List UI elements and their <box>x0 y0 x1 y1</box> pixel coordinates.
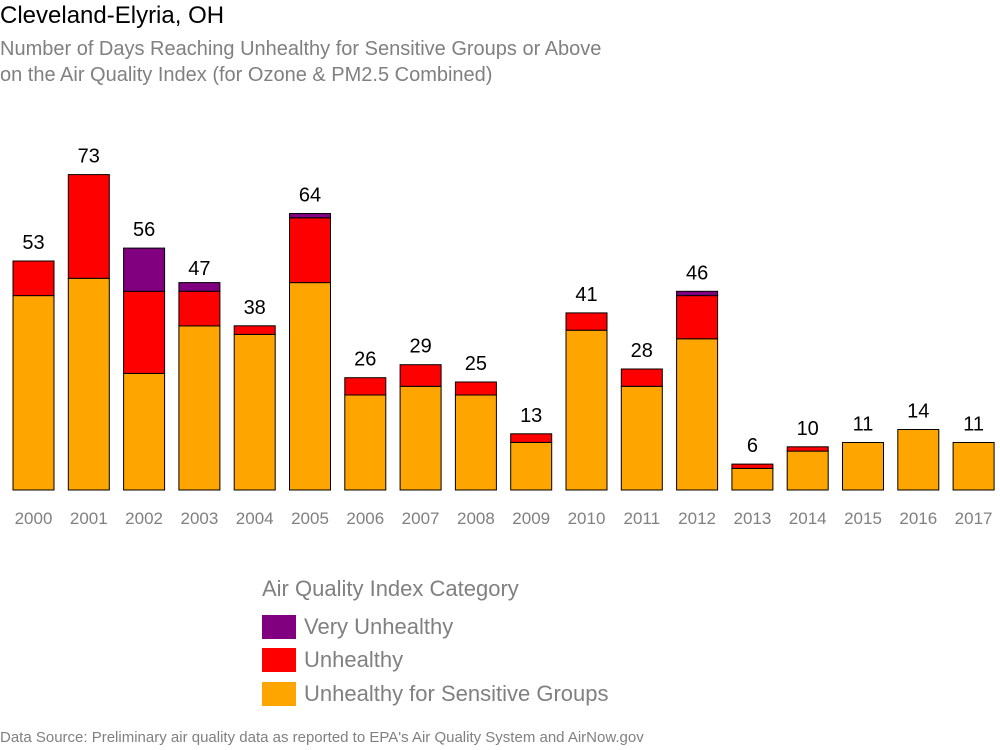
x-tick-label-2002: 2002 <box>125 509 163 528</box>
x-tick-label-2001: 2001 <box>70 509 108 528</box>
x-tick-label-2009: 2009 <box>512 509 550 528</box>
bar-2011-unhealthy-for-sensitive-groups <box>620 385 663 491</box>
data-label-2011: 28 <box>631 340 653 362</box>
legend-item-very-unhealthy: Very Unhealthy <box>262 614 453 640</box>
data-label-2010: 41 <box>575 284 597 306</box>
data-label-2016: 14 <box>907 401 929 423</box>
bar-2004-unhealthy <box>233 325 276 335</box>
chart-subtitle: Number of Days Reaching Unhealthy for Se… <box>0 36 601 88</box>
data-label-2002: 56 <box>133 219 155 241</box>
x-tick-label-2010: 2010 <box>568 509 606 528</box>
bar-2006-unhealthy-for-sensitive-groups <box>344 394 387 491</box>
data-label-2017: 11 <box>963 414 984 436</box>
bar-2008-unhealthy <box>454 381 497 396</box>
legend-title: Air Quality Index Category <box>262 576 519 601</box>
x-tick-label-2015: 2015 <box>844 509 882 528</box>
bar-2009-unhealthy <box>510 433 553 443</box>
legend-swatch-very-unhealthy <box>262 615 296 639</box>
x-tick-label-2006: 2006 <box>346 509 384 528</box>
x-tick-label-2000: 2000 <box>15 509 53 528</box>
bar-2012-very-unhealthy <box>676 290 719 297</box>
x-tick-label-2016: 2016 <box>899 509 937 528</box>
bar-2003-very-unhealthy <box>178 282 221 292</box>
data-label-2008: 25 <box>465 353 487 375</box>
data-label-2012: 46 <box>686 262 708 284</box>
bar-2012-unhealthy-for-sensitive-groups <box>676 338 719 491</box>
bar-2007-unhealthy-for-sensitive-groups <box>399 385 442 491</box>
bar-2009-unhealthy-for-sensitive-groups <box>510 442 553 491</box>
bar-2008-unhealthy-for-sensitive-groups <box>454 394 497 491</box>
x-tick-label-2017: 2017 <box>955 509 993 528</box>
x-tick-label-2012: 2012 <box>678 509 716 528</box>
data-label-2001: 73 <box>78 146 100 168</box>
x-tick-label-2004: 2004 <box>236 509 274 528</box>
legend-swatch-unhealthy <box>262 648 296 672</box>
plot-area: 53 2000 73 2001 56 2002 47 2003 38 2004 64 2005 26 20… <box>12 146 995 528</box>
bar-2003-unhealthy <box>178 290 221 327</box>
subtitle-line-2: on the Air Quality Index (for Ozone & PM… <box>0 64 493 86</box>
bar-2001-unhealthy <box>67 174 110 279</box>
data-label-2006: 26 <box>354 349 376 371</box>
x-tick-label-2014: 2014 <box>789 509 827 528</box>
bar-2012-unhealthy <box>676 295 719 340</box>
x-tick-label-2003: 2003 <box>180 509 218 528</box>
legend-item-unhealthy: Unhealthy <box>262 647 403 673</box>
bar-2000-unhealthy <box>12 260 55 297</box>
bar-2005-very-unhealthy <box>289 213 331 219</box>
legend-item-sensitive-groups: Unhealthy for Sensitive Groups <box>262 681 609 707</box>
legend-label-sensitive-groups: Unhealthy for Sensitive Groups <box>304 681 609 706</box>
bar-2002-unhealthy-for-sensitive-groups <box>123 372 166 491</box>
data-label-2003: 47 <box>188 258 210 280</box>
bar-2015-unhealthy-for-sensitive-groups <box>842 442 884 491</box>
x-tick-label-2007: 2007 <box>402 509 440 528</box>
legend-swatch-sensitive-groups <box>262 682 296 706</box>
subtitle-line-1: Number of Days Reaching Unhealthy for Se… <box>0 38 602 60</box>
x-tick-label-2011: 2011 <box>624 509 661 528</box>
legend-label-very-unhealthy: Very Unhealthy <box>304 614 454 639</box>
bar-2001-unhealthy-for-sensitive-groups <box>67 277 110 491</box>
bar-2013-unhealthy-for-sensitive-groups <box>731 467 774 491</box>
data-label-2000: 53 <box>22 232 44 254</box>
x-tick-label-2013: 2013 <box>733 509 771 528</box>
bar-2000-unhealthy-for-sensitive-groups <box>12 295 55 491</box>
data-label-2009: 13 <box>520 405 542 427</box>
bar-2010-unhealthy-for-sensitive-groups <box>565 329 608 491</box>
bar-2004-unhealthy-for-sensitive-groups <box>233 334 276 491</box>
bar-2005-unhealthy-for-sensitive-groups <box>289 282 331 491</box>
bar-2014-unhealthy-for-sensitive-groups <box>786 450 829 491</box>
bar-2007-unhealthy <box>399 364 442 387</box>
bar-2010-unhealthy <box>565 312 608 331</box>
bar-2014-unhealthy <box>786 446 829 452</box>
bar-2003-unhealthy-for-sensitive-groups <box>178 325 221 491</box>
data-label-2004: 38 <box>244 297 266 319</box>
data-label-2014: 10 <box>797 418 819 440</box>
bar-2016-unhealthy-for-sensitive-groups <box>897 429 940 491</box>
legend-label-unhealthy: Unhealthy <box>304 647 404 672</box>
bar-2006-unhealthy <box>344 377 387 396</box>
bar-2011-unhealthy <box>620 368 663 387</box>
bar-2005-unhealthy <box>289 217 331 284</box>
data-label-2007: 29 <box>409 336 431 358</box>
x-tick-label-2008: 2008 <box>457 509 495 528</box>
data-label-2015: 11 <box>853 414 874 436</box>
chart-title: Cleveland-Elyria, OH <box>0 2 225 29</box>
x-tick-label-2005: 2005 <box>291 509 329 528</box>
bar-2013-unhealthy <box>731 463 774 469</box>
bar-2002-unhealthy <box>123 290 166 374</box>
bar-2002-very-unhealthy <box>123 247 166 292</box>
data-label-2005: 64 <box>299 185 321 207</box>
bar-2017-unhealthy-for-sensitive-groups <box>952 442 995 491</box>
data-source-note: Data Source: Preliminary air quality dat… <box>0 729 644 746</box>
data-label-2013: 6 <box>747 435 758 457</box>
